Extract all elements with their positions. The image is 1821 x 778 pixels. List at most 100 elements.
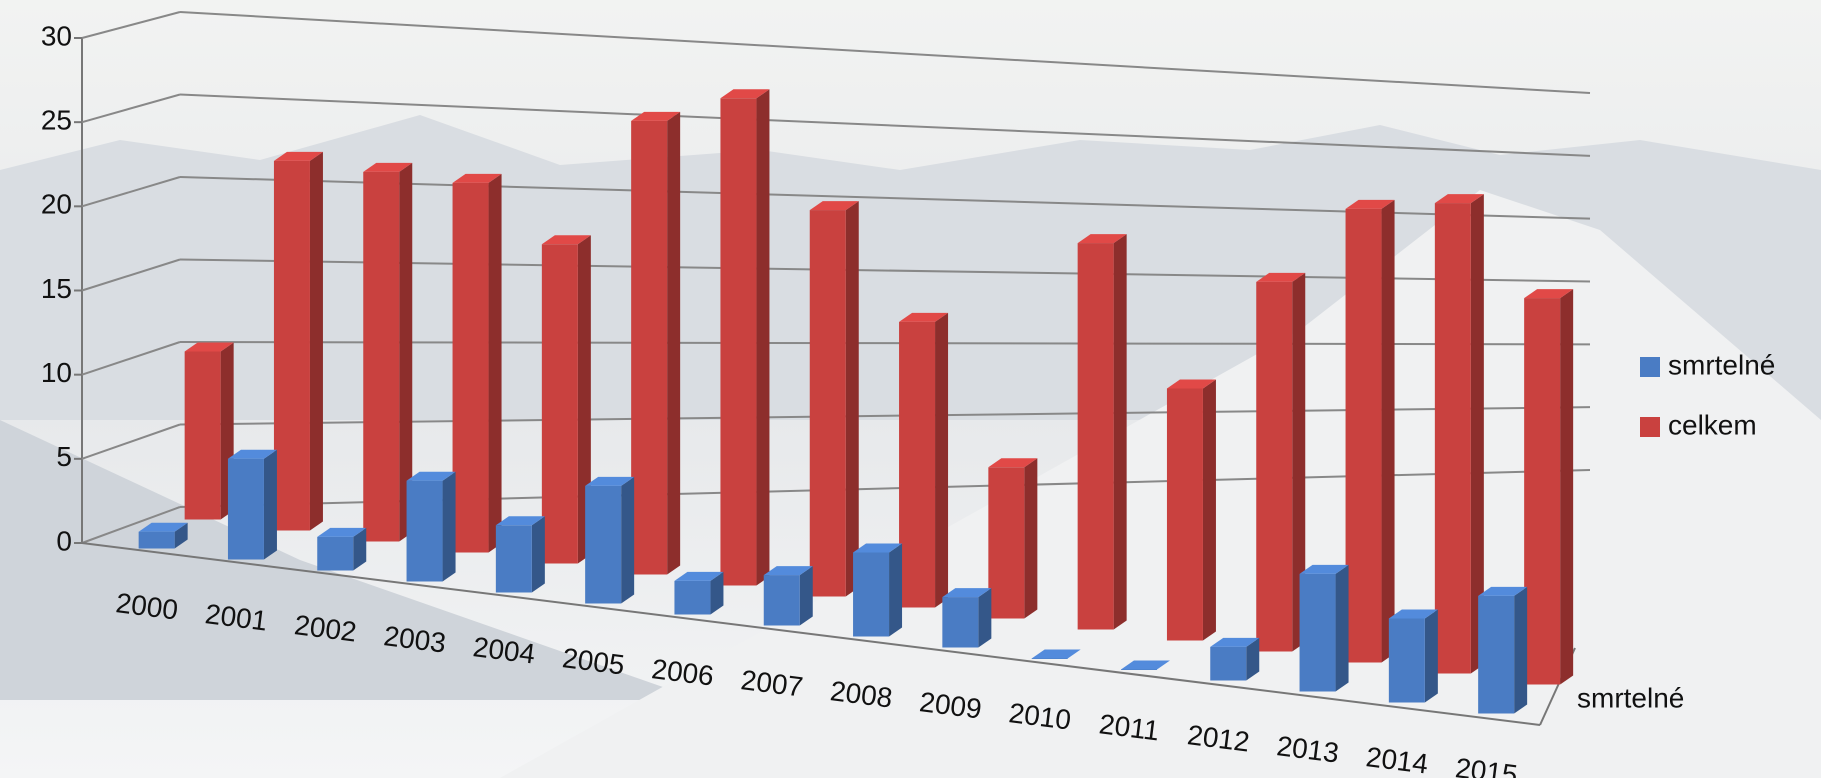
bar-top xyxy=(138,522,188,532)
bar-front xyxy=(899,321,936,608)
bar xyxy=(853,543,903,637)
bar-front xyxy=(273,160,310,531)
bar-front xyxy=(1388,618,1425,703)
bar xyxy=(1345,199,1395,663)
bar-front xyxy=(363,171,400,542)
bar-side xyxy=(1470,194,1484,674)
bar xyxy=(1524,289,1574,685)
bar-front xyxy=(495,525,532,593)
bar-top xyxy=(763,566,813,576)
bar-side xyxy=(1424,609,1438,703)
grid-line xyxy=(81,341,181,376)
bar-front xyxy=(1210,646,1247,681)
bar-side xyxy=(1113,234,1127,630)
bar-front xyxy=(1166,388,1203,641)
bar-top xyxy=(899,312,949,322)
bar-top xyxy=(1434,194,1484,204)
x-tick-label: 2000 xyxy=(114,587,180,625)
grid-line xyxy=(81,176,181,208)
slope xyxy=(0,420,700,700)
bar-side xyxy=(889,543,903,637)
bar-front xyxy=(1478,595,1515,714)
bar-front xyxy=(720,98,757,586)
x-tick-label: 2003 xyxy=(382,620,448,658)
bar-front xyxy=(853,552,890,637)
x-tick-label: 2012 xyxy=(1186,719,1252,757)
bar-side xyxy=(1381,199,1395,663)
bar xyxy=(1120,660,1170,670)
bar-side xyxy=(399,162,413,542)
grid-line xyxy=(81,93,181,124)
bar-side xyxy=(309,151,323,531)
bar-front xyxy=(1524,298,1561,685)
bar xyxy=(899,312,949,608)
bar-front xyxy=(138,531,175,549)
bar-front xyxy=(809,210,846,597)
bar xyxy=(585,476,635,604)
bar-top xyxy=(184,342,234,352)
bar-top xyxy=(273,151,323,161)
bar-side xyxy=(756,89,770,586)
bar xyxy=(138,522,188,549)
bar-side xyxy=(978,588,992,648)
bar xyxy=(631,111,681,575)
bar-top xyxy=(853,543,903,553)
bar xyxy=(1434,194,1484,674)
bar-top xyxy=(452,173,502,183)
bar-top xyxy=(1077,234,1127,244)
legend-swatch xyxy=(1640,357,1660,377)
bar-front xyxy=(942,597,979,648)
plot: 0 5 10 15 20 25 30 2000 2001 2002 2003 2004 2005 2006… xyxy=(41,11,1775,778)
y-tick-label: 10 xyxy=(41,357,72,388)
bar-side xyxy=(1292,272,1306,652)
bar-top xyxy=(1166,379,1216,389)
bar-front xyxy=(227,458,264,560)
bar-side xyxy=(799,566,813,626)
legend-swatch xyxy=(1640,417,1660,437)
x-tick-label: 2002 xyxy=(293,609,359,647)
bar-front xyxy=(184,351,221,520)
bar-front xyxy=(674,580,711,615)
x-tick-label: 2011 xyxy=(1097,708,1161,746)
bar xyxy=(1299,564,1349,692)
y-tick-label: 20 xyxy=(41,189,72,220)
bar-top xyxy=(406,471,456,481)
bar-side xyxy=(710,571,724,615)
bar-front xyxy=(988,467,1025,619)
bar-top xyxy=(541,235,591,245)
bar-front xyxy=(1345,208,1382,663)
bar-side xyxy=(1514,586,1528,714)
x-tick-label: 2007 xyxy=(739,664,805,702)
y-tick-label: 25 xyxy=(41,105,72,136)
x-tick-label: 2010 xyxy=(1007,697,1073,735)
bar xyxy=(1077,234,1127,630)
bar-side xyxy=(174,522,188,549)
x-tick-label: 2001 xyxy=(203,598,269,636)
bar xyxy=(227,449,277,560)
bar-side xyxy=(1560,289,1574,685)
y-tick-label: 0 xyxy=(56,525,72,556)
bar-front xyxy=(541,244,578,564)
bar-front xyxy=(1256,281,1293,652)
bar-top xyxy=(809,201,859,211)
bar-front xyxy=(1120,669,1157,670)
bar-top xyxy=(227,449,277,459)
bar xyxy=(674,571,724,615)
bar-front xyxy=(1299,573,1336,692)
x-tick-label: 2005 xyxy=(561,642,627,680)
bar-top xyxy=(1388,609,1438,619)
bar-top xyxy=(1524,289,1574,299)
bar-top xyxy=(988,458,1038,468)
bar-side xyxy=(1335,564,1349,692)
bar xyxy=(1031,649,1081,659)
grid-line xyxy=(81,258,181,292)
bar-side xyxy=(442,471,456,582)
bar xyxy=(720,89,770,586)
bar-top xyxy=(585,476,635,486)
bar-side xyxy=(935,312,949,608)
bar-side xyxy=(667,111,681,575)
bar xyxy=(452,173,502,553)
bar xyxy=(763,566,813,626)
bar-front xyxy=(406,480,443,582)
bar-front xyxy=(631,120,668,575)
